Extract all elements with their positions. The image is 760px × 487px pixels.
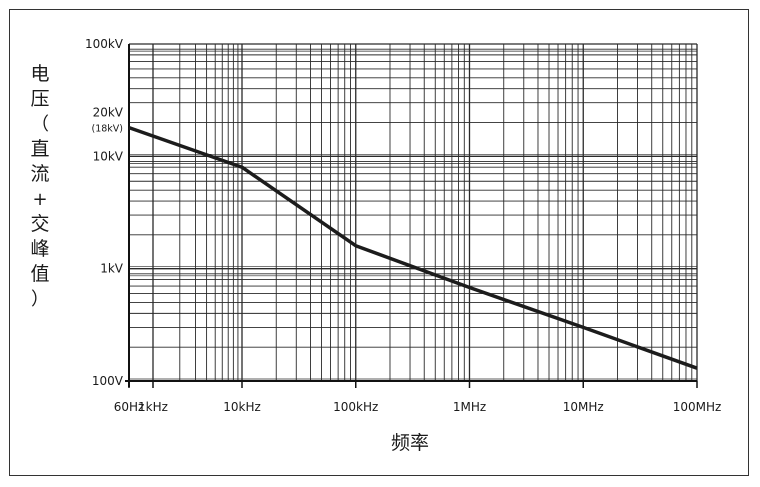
x-tick-label: 1MHz <box>453 400 486 414</box>
axes <box>125 44 698 388</box>
grid <box>129 43 698 382</box>
y-axis-title-char: 电 <box>30 63 49 85</box>
x-tick-label: 100MHz <box>673 400 722 414</box>
voltage-limit-line <box>128 126 698 370</box>
y-tick-label: 100V <box>92 374 124 388</box>
x-axis-title: 频率 <box>391 432 429 454</box>
y-axis-title-char: 交 <box>30 213 49 235</box>
x-tick-label: 10kHz <box>223 400 261 414</box>
y-axis-title: 电压 （ 直流 + 交峰值 ） <box>30 63 49 310</box>
chart-frame <box>9 9 749 476</box>
x-tick-label: 10MHz <box>563 400 604 414</box>
y-tick-label: 1kV <box>100 262 124 276</box>
x-tick-label: 1kHz <box>138 400 168 414</box>
annotation-18kv: (18kV) <box>91 124 123 135</box>
y-tick-label: 20kV <box>93 106 124 120</box>
y-axis-title-char: 压 <box>30 88 49 110</box>
y-axis-title-char: （ <box>31 114 49 135</box>
y-axis-title-char: 峰 <box>30 238 49 260</box>
x-tick-label: 100kHz <box>333 400 378 414</box>
y-tick-label: 10kV <box>93 149 124 163</box>
y-axis-title-char: 值 <box>30 263 49 285</box>
y-tick-label: 100kV <box>85 37 124 51</box>
y-axis-title-char: 流 <box>30 163 49 185</box>
x-tick-label: 60Hz <box>114 400 145 414</box>
y-axis-title-char: + <box>32 189 47 210</box>
y-axis-title-char: ） <box>31 289 49 310</box>
series-layer <box>128 126 698 370</box>
y-axis-title-char: 直 <box>30 138 49 160</box>
